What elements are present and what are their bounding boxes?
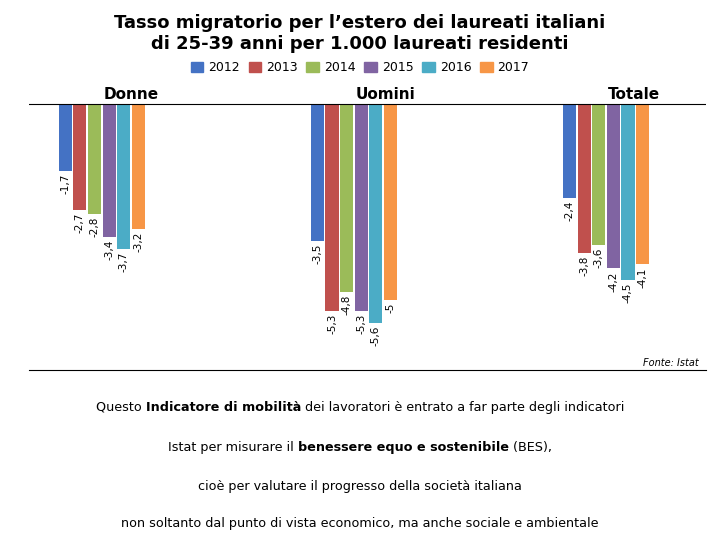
- Text: Questo: Questo: [96, 401, 145, 414]
- Bar: [59, 104, 72, 171]
- Bar: [621, 104, 634, 280]
- Bar: [73, 104, 86, 210]
- Text: di 25-39 anni per 1.000 laureati residenti: di 25-39 anni per 1.000 laureati residen…: [151, 35, 569, 53]
- Text: -3,8: -3,8: [579, 255, 589, 276]
- Bar: [563, 104, 576, 198]
- Bar: [117, 104, 130, 249]
- Text: dei lavoratori è entrato a far parte degli indicatori: dei lavoratori è entrato a far parte deg…: [301, 401, 624, 414]
- Bar: [384, 104, 397, 300]
- Text: -1,7: -1,7: [60, 173, 71, 194]
- Bar: [132, 104, 145, 230]
- Text: Fonte: Istat: Fonte: Istat: [643, 358, 698, 368]
- Text: Istat per misurare il: Istat per misurare il: [168, 441, 298, 454]
- Text: -2,8: -2,8: [89, 217, 99, 237]
- Text: -5,3: -5,3: [356, 314, 366, 334]
- Text: Donne: Donne: [103, 87, 158, 102]
- Bar: [311, 104, 324, 241]
- Legend: 2012, 2013, 2014, 2015, 2016, 2017: 2012, 2013, 2014, 2015, 2016, 2017: [186, 56, 534, 79]
- Text: Tasso migratorio per l’estero dei laureati italiani: Tasso migratorio per l’estero dei laurea…: [114, 14, 606, 31]
- Bar: [607, 104, 620, 268]
- Bar: [636, 104, 649, 265]
- Bar: [88, 104, 101, 214]
- Text: -4,1: -4,1: [638, 267, 647, 288]
- Text: -3,6: -3,6: [594, 248, 604, 268]
- Text: -4,8: -4,8: [341, 294, 351, 315]
- Text: -5: -5: [385, 302, 395, 313]
- Text: -4,2: -4,2: [608, 271, 618, 292]
- Bar: [340, 104, 354, 292]
- Text: Uomini: Uomini: [356, 87, 415, 102]
- Text: -5,3: -5,3: [327, 314, 337, 334]
- Text: -4,5: -4,5: [623, 283, 633, 303]
- Text: -3,2: -3,2: [133, 232, 143, 253]
- Text: Totale: Totale: [608, 87, 660, 102]
- Bar: [593, 104, 606, 245]
- Text: cioè per valutare il progresso della società italiana: cioè per valutare il progresso della soc…: [198, 480, 522, 493]
- Bar: [577, 104, 590, 253]
- Bar: [355, 104, 368, 312]
- Text: -3,7: -3,7: [119, 252, 129, 272]
- Text: Indicatore di mobilità: Indicatore di mobilità: [145, 401, 301, 414]
- Bar: [325, 104, 338, 312]
- Bar: [369, 104, 382, 323]
- Text: (BES),: (BES),: [509, 441, 552, 454]
- Text: -2,7: -2,7: [75, 213, 85, 233]
- Text: benessere equo e sostenibile: benessere equo e sostenibile: [298, 441, 509, 454]
- Text: non soltanto dal punto di vista economico, ma anche sociale e ambientale: non soltanto dal punto di vista economic…: [121, 517, 599, 530]
- Text: -3,4: -3,4: [104, 240, 114, 260]
- Text: -2,4: -2,4: [564, 201, 575, 221]
- Bar: [102, 104, 116, 237]
- Text: -3,5: -3,5: [312, 244, 323, 264]
- Text: -5,6: -5,6: [371, 326, 381, 346]
